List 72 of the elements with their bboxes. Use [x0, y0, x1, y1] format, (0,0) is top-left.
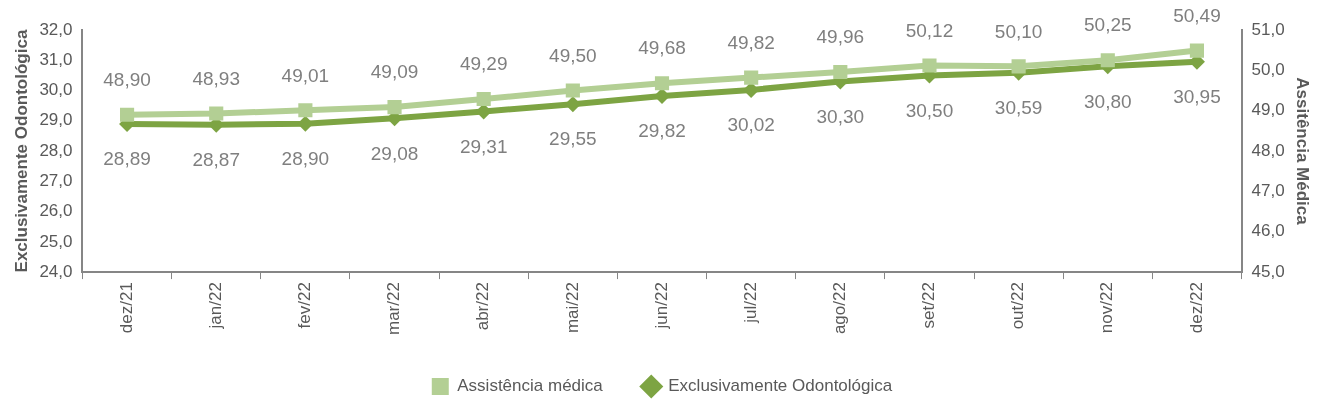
- y-tick-label: 29,0: [39, 110, 73, 130]
- data-label: 29,55: [549, 128, 597, 150]
- data-label: 28,90: [281, 148, 330, 170]
- data-label: 48,90: [103, 68, 151, 90]
- data-label: 29,82: [638, 120, 686, 142]
- point: [476, 91, 491, 107]
- y-tick-label: 30,0: [39, 80, 73, 100]
- data-label: 49,29: [459, 53, 508, 75]
- point: [1100, 53, 1115, 68]
- data-label: 30,80: [1084, 90, 1132, 112]
- x-tick-label: mai/22: [562, 282, 582, 334]
- legend-label: Exclusivamente Odontológica: [668, 376, 893, 396]
- point: [1189, 43, 1205, 58]
- data-label: 50,49: [1173, 4, 1221, 26]
- y-tick-label: 31,0: [39, 49, 73, 69]
- y-tick-label: 27,0: [39, 170, 73, 190]
- x-tick-label: jul/22: [740, 282, 760, 324]
- x-tick-label: mar/22: [384, 282, 404, 336]
- y-tick-label: 25,0: [39, 231, 73, 251]
- data-label: 29,08: [370, 142, 419, 164]
- y2-tick-label: 47,0: [1251, 181, 1285, 201]
- x-tick-label: jan/22: [205, 282, 225, 330]
- x-tick-label: out/22: [1008, 282, 1028, 330]
- y2-tick-label: 45,0: [1251, 261, 1285, 281]
- y2-tick-label: 50,0: [1251, 60, 1285, 80]
- data-label: 49,68: [638, 37, 686, 59]
- point: [922, 58, 937, 73]
- y-axis-title: Exclusivamente Odontológica: [11, 29, 31, 273]
- point: [565, 83, 580, 98]
- point: [119, 107, 135, 122]
- legend-label: Assistência médica: [457, 376, 604, 396]
- y2-tick-label: 48,0: [1251, 140, 1285, 160]
- y-tick-label: 28,0: [39, 140, 73, 160]
- x-tick-label: jun/22: [651, 282, 671, 330]
- x-tick-label: dez/21: [116, 282, 136, 334]
- y-tick-label: 26,0: [39, 201, 73, 221]
- point: [298, 103, 313, 118]
- data-label: 49,96: [816, 26, 865, 48]
- y2-tick-label: 46,0: [1251, 221, 1285, 241]
- y-tick-label: 32,0: [39, 19, 73, 39]
- data-label: 30,59: [994, 96, 1043, 118]
- point: [209, 106, 224, 121]
- y2-tick-label: 51,0: [1251, 19, 1285, 39]
- point: [387, 100, 402, 115]
- data-label: 28,87: [192, 148, 240, 170]
- x-tick-label: ago/22: [830, 282, 849, 335]
- data-label: 50,25: [1084, 14, 1132, 36]
- y2-tick-label: 49,0: [1251, 100, 1285, 120]
- data-label: 50,10: [994, 20, 1043, 42]
- x-tick-label: fev/22: [295, 282, 315, 329]
- data-label: 29,31: [459, 135, 508, 157]
- data-label: 49,82: [727, 31, 775, 53]
- point: [654, 76, 670, 91]
- x-tick-label: set/22: [919, 282, 939, 329]
- data-label: 49,09: [370, 61, 419, 83]
- data-label: 30,02: [727, 114, 775, 136]
- data-label: 30,95: [1173, 86, 1221, 108]
- y-tick-label: 24,0: [39, 261, 73, 281]
- x-tick-label: dez/22: [1186, 282, 1206, 334]
- data-label: 49,50: [549, 44, 597, 66]
- y2-axis-title: Assitência Médica: [1293, 77, 1313, 226]
- point: [1011, 59, 1026, 74]
- data-label: 50,12: [905, 19, 954, 41]
- x-tick-label: abr/22: [473, 282, 493, 331]
- x-tick-label: nov/22: [1097, 282, 1117, 334]
- data-label: 49,01: [281, 64, 330, 86]
- point: [744, 70, 759, 85]
- data-label: 30,50: [905, 99, 954, 121]
- data-label: 30,30: [816, 105, 865, 127]
- point: [833, 64, 848, 80]
- data-label: 48,93: [192, 67, 240, 89]
- data-label: 28,89: [103, 148, 151, 170]
